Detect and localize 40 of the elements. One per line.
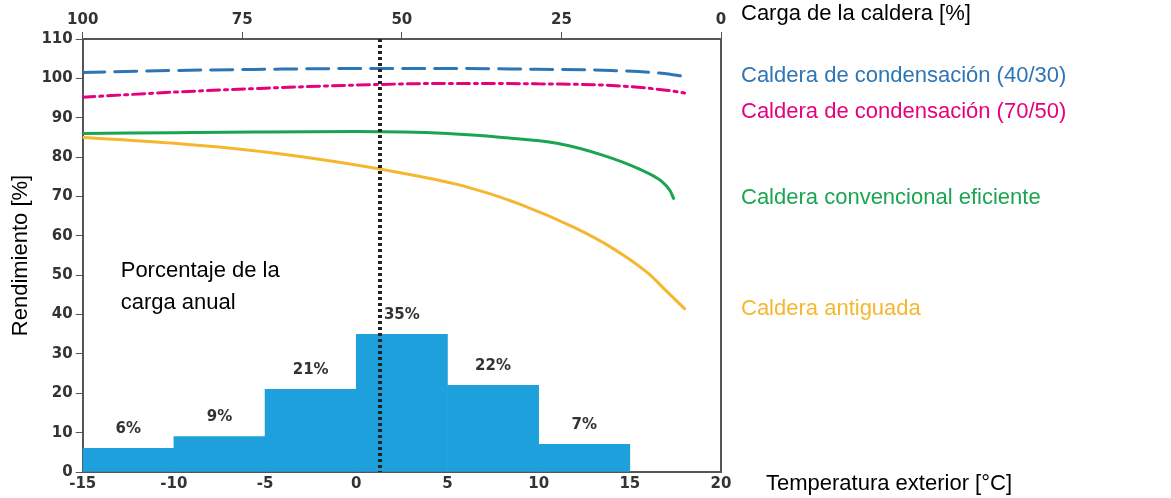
annotation: Porcentaje de la carga anual — [120, 257, 281, 315]
text: Caldera convencional eficiente — [741, 184, 1041, 210]
x-tick-label: -5 — [256, 473, 274, 492]
line-series — [82, 130, 676, 200]
y-tick-label: 90 — [51, 107, 73, 126]
x-tick-label: 15 — [619, 473, 641, 492]
x-axis-title: Temperatura exterior [°C] — [766, 470, 1012, 496]
y-tick-label: 30 — [51, 343, 73, 362]
y-tick-label: 20 — [51, 383, 73, 402]
y-tick-label: 110 — [41, 28, 73, 47]
data-label: 21% — [292, 359, 329, 378]
data-label: 6% — [115, 418, 142, 437]
data-label: 9% — [206, 406, 233, 425]
x2-tick-label: 75 — [231, 9, 253, 28]
data-label: 7% — [571, 414, 597, 433]
text: Caldera de condensación (40/30) — [741, 62, 1067, 88]
y-tick-label: 100 — [41, 68, 73, 87]
x-tick-label: -10 — [160, 473, 188, 492]
line-series — [82, 81, 687, 99]
y-tick-label: 0 — [62, 461, 73, 480]
x-tick-label: 0 — [351, 473, 362, 492]
data-label: 35% — [383, 304, 420, 323]
y-tick-label: 40 — [51, 304, 73, 323]
x2-axis-title: Carga de la caldera [%] — [741, 0, 971, 26]
y-tick-label: 60 — [51, 225, 73, 244]
text: Caldera antiguada — [741, 294, 922, 320]
x2-tick-label: 100 — [67, 9, 99, 28]
x-tick-label: 5 — [442, 473, 453, 492]
y-tick-label: 10 — [51, 422, 73, 441]
x2-tick-label: 0 — [715, 9, 727, 28]
x-tick-label: 10 — [528, 473, 550, 492]
y-axis-title: Rendimiento [%] — [7, 174, 33, 337]
data-label: 22% — [475, 355, 511, 374]
text: Caldera de condensación (70/50) — [741, 98, 1067, 124]
x2-tick-label: 25 — [550, 9, 572, 28]
y-tick-label: 50 — [51, 265, 73, 284]
x2-tick-label: 50 — [391, 9, 413, 28]
y-tick-label: 70 — [51, 186, 73, 205]
y-tick-label: 80 — [51, 146, 73, 165]
x-tick-label: 20 — [710, 473, 732, 492]
